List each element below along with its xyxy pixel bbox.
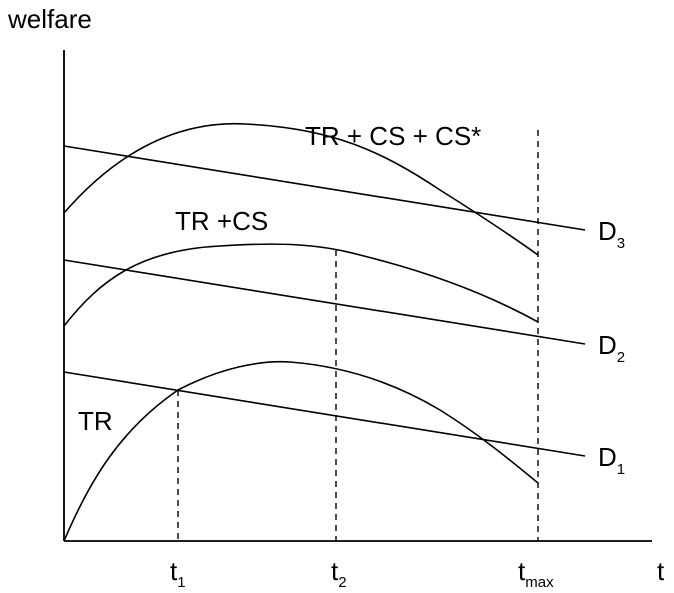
tick-label-t1-base: t	[170, 556, 178, 586]
line-label-d3-base: D	[598, 216, 617, 246]
line-label-d3-sub: 3	[617, 235, 625, 252]
tick-label-t2: t2	[331, 556, 347, 591]
tick-label-t2-base: t	[331, 556, 339, 586]
curve-label-tr: TR	[78, 406, 113, 436]
tick-label-tmax-sub: max	[525, 574, 554, 591]
tick-label-tmax: tmax	[518, 556, 554, 591]
curve-tr-cs	[63, 243, 539, 327]
tick-label-t2-sub: 2	[338, 574, 346, 591]
tick-label-t1-sub: 1	[177, 574, 185, 591]
line-label-d1-base: D	[598, 442, 617, 472]
curve-label-tr-cs: TR +CS	[175, 206, 268, 236]
tick-label-t1: t1	[170, 556, 186, 591]
tick-label-tmax-base: t	[518, 556, 526, 586]
line-d1	[63, 371, 586, 457]
line-d3	[63, 145, 586, 231]
curve-tr-cs-cs-star	[63, 122, 539, 256]
line-label-d1-sub: 1	[617, 461, 625, 478]
line-label-d3: D3	[598, 216, 625, 252]
line-label-d2-sub: 2	[617, 349, 625, 366]
line-label-d1: D1	[598, 442, 625, 478]
x-axis-label: t	[657, 556, 665, 586]
line-label-d2-base: D	[598, 330, 617, 360]
line-d2	[63, 259, 586, 345]
y-axis-label: welfare	[7, 4, 92, 34]
curve-label-tr-cs-cs-star: TR + CS + CS*	[305, 121, 481, 151]
curve-tr	[63, 360, 539, 542]
line-label-d2: D2	[598, 330, 625, 366]
